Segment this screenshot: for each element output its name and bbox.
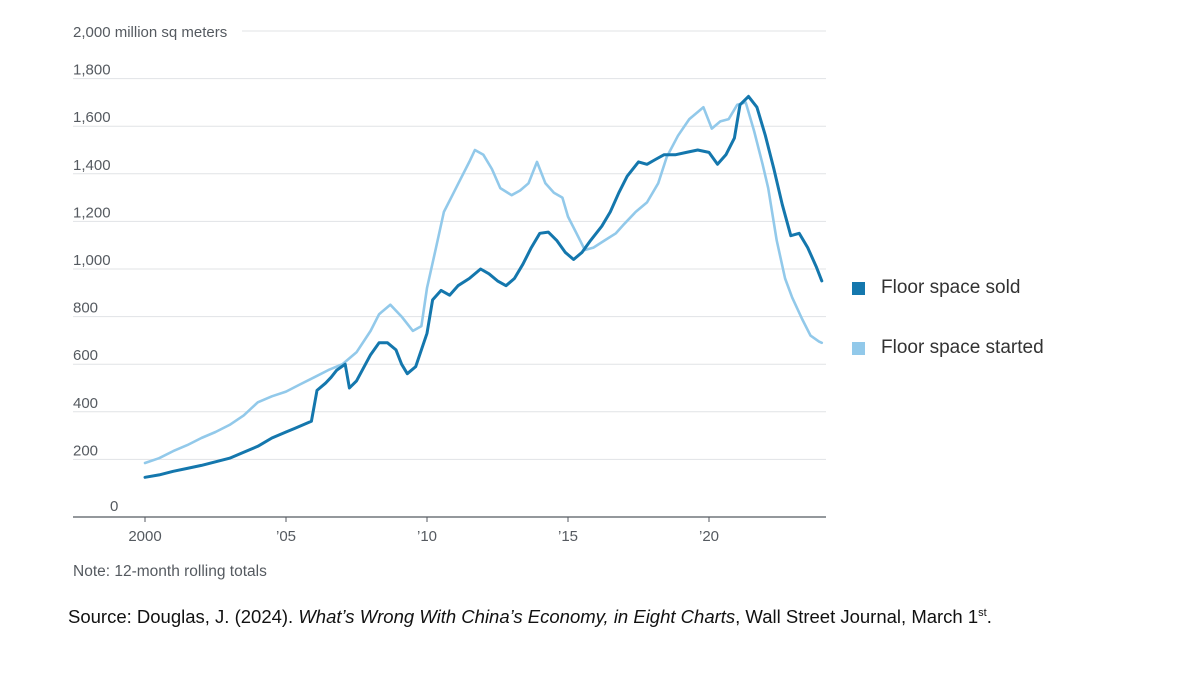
y-tick-label: 1,200 <box>73 204 111 221</box>
source-article-title: What’s Wrong With China’s Economy, in Ei… <box>298 606 736 627</box>
source-end: . <box>986 606 992 627</box>
legend-label-sold: Floor space sold <box>881 277 1020 298</box>
y-tick-label-zero: 0 <box>110 498 118 515</box>
y-tick-label: 1,600 <box>73 109 111 126</box>
y-tick-label: 200 <box>73 442 98 459</box>
x-tick-label: ’05 <box>276 528 296 545</box>
y-axis-ticks: 200 400 600 800 1,000 1,200 1,400 1,600 1,800 0 <box>73 62 118 515</box>
chart-note: Note: 12-month rolling totals <box>73 563 267 580</box>
gridlines <box>73 30 826 460</box>
legend-label-started: Floor space started <box>881 337 1044 358</box>
y-tick-label: 1,000 <box>73 252 111 269</box>
source-publisher-date: , Wall Street Journal, March 1 <box>735 606 979 627</box>
source-citation: Source: Douglas, J. (2024). What’s Wrong… <box>68 606 992 628</box>
series-lines <box>143 94 824 479</box>
y-tick-label: 1,400 <box>73 157 111 174</box>
source-prefix: Source: Douglas, J. (2024). <box>68 606 299 627</box>
series-line-started <box>143 101 824 465</box>
source-date-suffix: st <box>978 606 987 619</box>
y-tick-label: 400 <box>73 395 98 412</box>
x-tick-label: ’20 <box>699 528 719 545</box>
legend-swatch-started <box>852 342 865 355</box>
y-tick-label: 600 <box>73 347 98 364</box>
y-tick-label: 800 <box>73 300 98 317</box>
x-tick-label: ’10 <box>417 528 437 545</box>
x-axis-ticks: 2000 ’05 ’10 ’15 ’20 <box>128 517 719 545</box>
x-tick-label: ’15 <box>558 528 578 545</box>
series-line-sold <box>143 94 824 479</box>
legend: Floor space sold Floor space started <box>852 277 1044 358</box>
y-tick-label: 1,800 <box>73 62 111 79</box>
x-tick-label: 2000 <box>128 528 161 545</box>
legend-swatch-sold <box>852 282 865 295</box>
y-axis-unit-label: 2,000 million sq meters <box>73 24 227 41</box>
